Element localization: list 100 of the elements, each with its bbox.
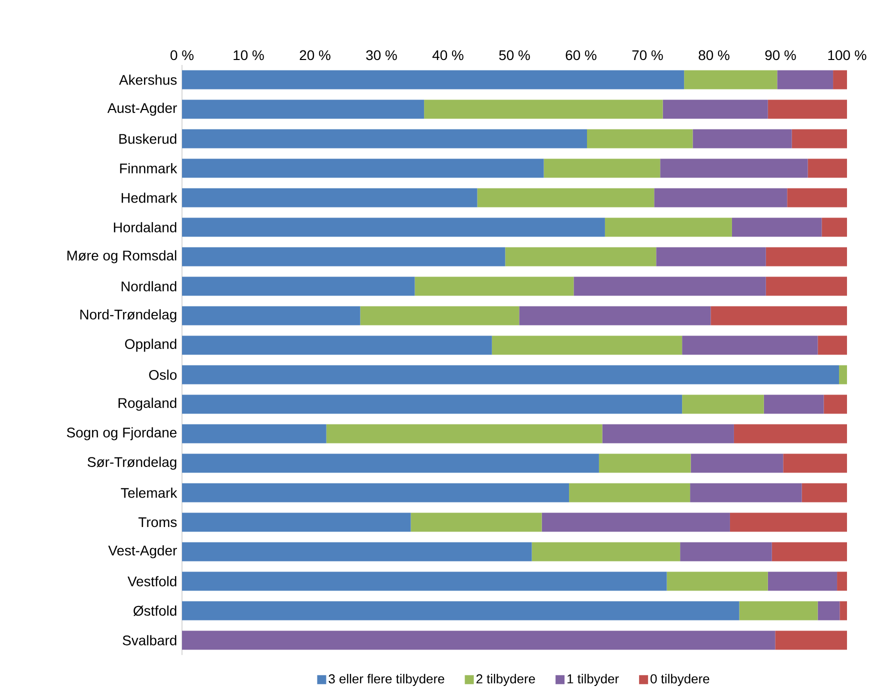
bar [833,70,848,90]
bar [802,483,848,502]
bar [680,542,772,562]
x-tick-label: 30 % [366,50,397,60]
bar [182,424,326,444]
bar [840,601,848,620]
bar [604,218,732,237]
bar [182,158,544,178]
bar [818,336,848,355]
bar [182,601,740,620]
y-tick-label: Finnmark [120,163,178,174]
bar [766,276,848,296]
legend-label: 0 tilbydere [650,674,710,686]
bar [574,276,766,296]
bar [739,601,818,620]
bar [360,306,520,326]
legend-label: 3 eller flere tilbydere [328,674,444,686]
y-tick-label: Aust-Agder [107,102,177,116]
bar [764,394,824,414]
bar [730,512,848,532]
y-tick-label: Sogn og Fjordane [66,427,177,440]
bar [808,158,848,178]
x-tick-label: 50 % [499,50,530,60]
x-tick-label: 90 % [765,50,796,60]
bar [598,454,691,473]
y-tick-label: Møre og Romsdal [67,250,176,264]
bar [569,483,690,502]
bar [768,100,848,119]
bar [656,247,766,266]
bar [682,336,818,355]
y-tick-label: Vest-Agder [108,545,177,558]
bar [766,247,848,266]
bar [182,483,570,502]
bar [182,276,415,296]
y-tick-label: Hedmark [122,192,178,203]
bar [586,129,693,148]
y-tick-label: Oslo [149,370,177,380]
y-tick-label: Akershus [119,74,177,85]
bar [839,365,848,384]
bar [682,394,764,414]
bar [818,601,840,620]
y-tick-label: Svalbard [122,635,176,646]
bar [787,188,848,208]
bar [732,218,822,237]
bar [182,454,599,473]
bar [519,306,711,326]
bar [182,188,478,208]
bar [477,188,654,208]
bar [602,424,734,444]
x-tick-label: 70 % [632,50,663,60]
y-tick-label: Vestfold [128,576,176,586]
bar [783,454,848,473]
bar [690,483,802,502]
bar [772,542,848,562]
x-tick-label: 60 % [566,50,596,60]
y-tick-label: Sør-Trøndelag [88,456,176,470]
bar [182,129,587,148]
bar [182,70,684,90]
x-tick-label: 20 % [300,50,330,60]
bar [424,100,663,119]
bar [410,512,542,532]
bar [182,365,840,384]
bar [182,218,605,237]
bar [822,218,848,237]
bar [182,100,424,119]
bar [654,188,788,208]
bar [542,512,730,532]
bar [182,394,682,414]
bar [837,572,848,591]
bar [662,100,768,119]
bar [492,336,682,355]
legend-label: 1 tilbyder [568,674,619,686]
bar [182,306,360,326]
y-tick-label: Troms [138,517,177,528]
y-tick-label: Nord-Trøndelag [80,309,176,322]
y-tick-label: Hordaland [114,222,176,232]
bar [690,454,784,473]
bar [414,276,574,296]
bar [768,572,838,591]
bar [326,424,602,444]
bar [182,336,492,355]
bar [505,247,656,266]
bar [777,70,834,90]
bar [666,572,768,591]
bar [824,394,848,414]
y-tick-label: Rogaland [118,398,176,411]
x-tick-label: 0 % [170,50,194,60]
y-tick-label: Buskerud [119,134,176,144]
bar [182,512,411,532]
y-tick-label: Nordland [122,281,176,292]
bar [792,129,848,148]
bar [182,542,532,562]
x-tick-label: 80 % [698,50,730,60]
legend-label: 2 tilbydere [476,674,535,686]
bar [710,306,848,326]
bar [684,70,778,90]
bar [660,158,808,178]
bar [692,129,792,148]
y-tick-label: Oppland [125,338,176,352]
bar [182,247,506,266]
